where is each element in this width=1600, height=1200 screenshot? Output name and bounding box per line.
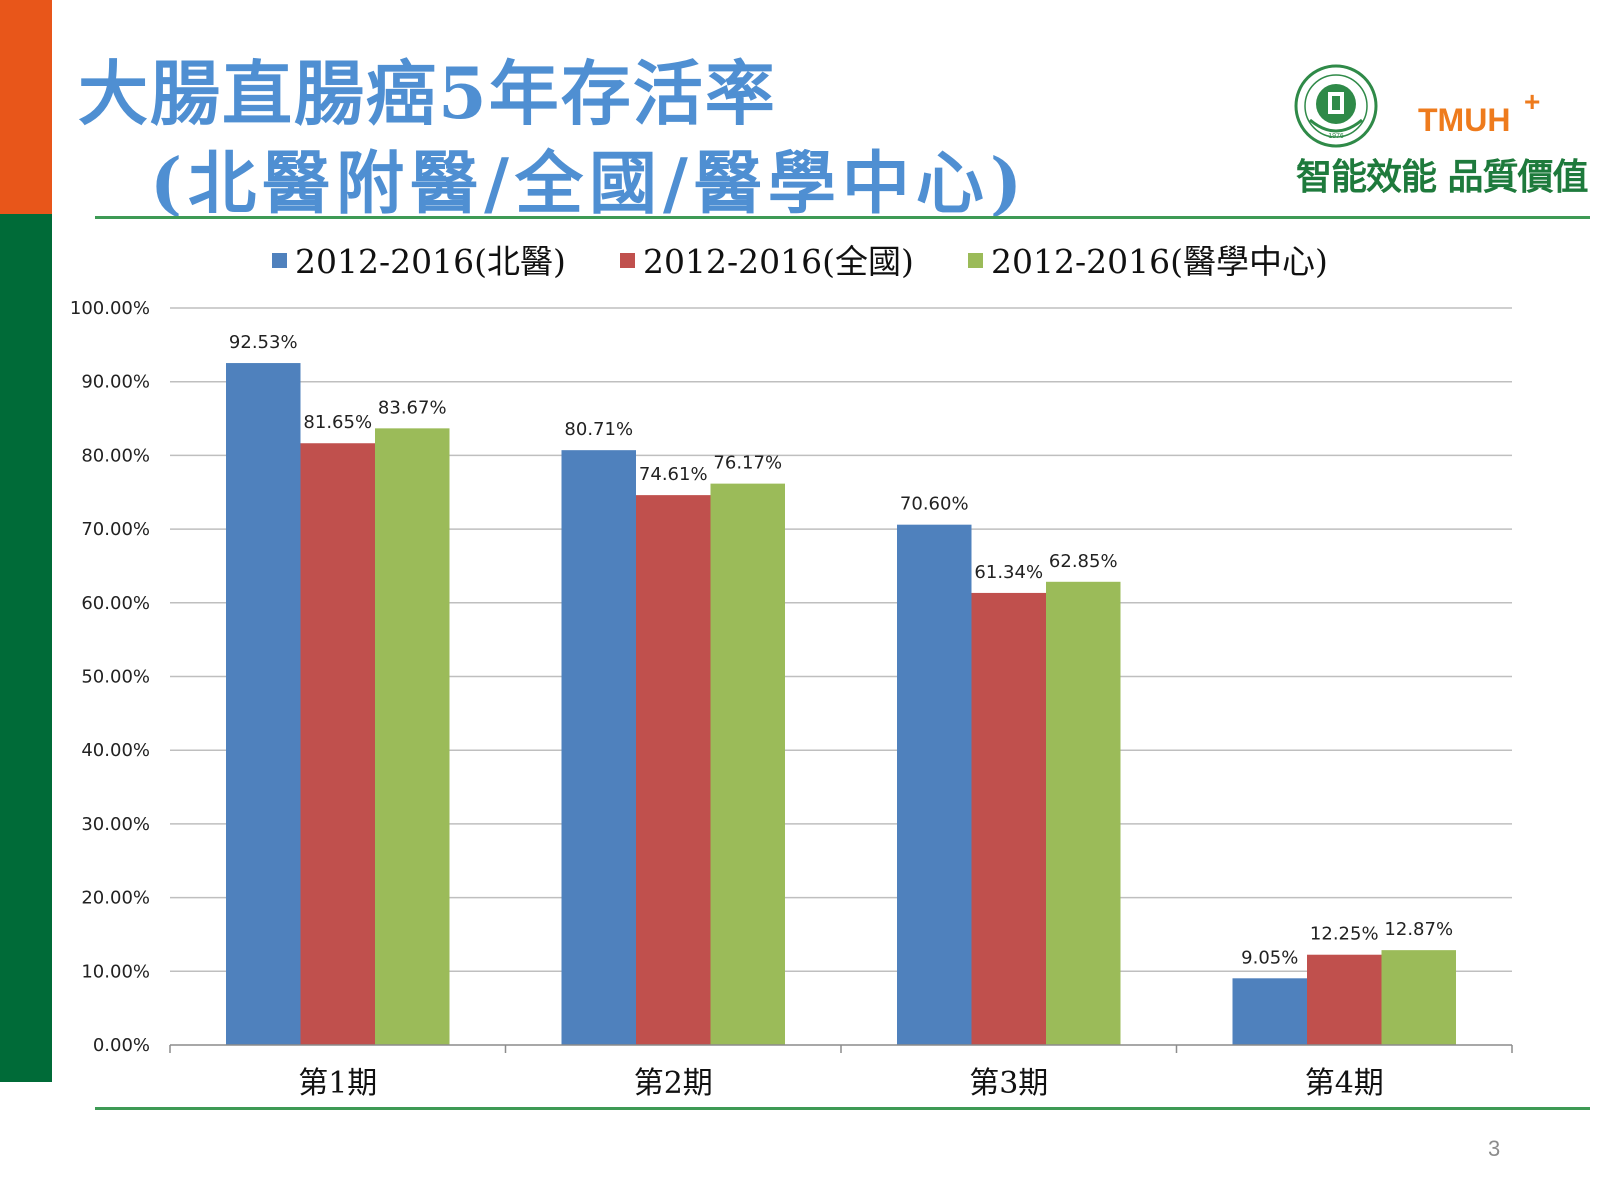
y-tick-label: 60.00% xyxy=(81,593,150,614)
footer-divider xyxy=(95,1107,1590,1110)
legend-label: 2012-2016(醫學中心) xyxy=(991,242,1328,281)
page-number: 3 xyxy=(1488,1136,1501,1161)
bar xyxy=(226,363,301,1045)
y-tick-label: 10.00% xyxy=(81,961,150,982)
y-tick-label: 30.00% xyxy=(81,814,150,835)
bar xyxy=(897,524,972,1045)
x-category-label: 第3期 xyxy=(969,1066,1048,1101)
y-tick-label: 90.00% xyxy=(81,372,150,393)
bar-value-label: 81.65% xyxy=(303,412,372,433)
y-tick-label: 100.00% xyxy=(70,298,150,319)
bar xyxy=(971,592,1046,1045)
y-tick-label: 40.00% xyxy=(81,740,150,761)
bar xyxy=(1307,954,1382,1045)
bar xyxy=(1381,950,1456,1045)
legend: 2012-2016(北醫) 2012-2016(全國) 2012-2016(醫學中心… xyxy=(272,242,1328,281)
logo-plus: + xyxy=(1524,86,1541,117)
bar-value-label: 92.53% xyxy=(229,332,298,353)
bar-value-label: 76.17% xyxy=(713,453,782,474)
x-axis xyxy=(169,1044,1513,1053)
legend-label: 2012-2016(北醫) xyxy=(295,242,566,281)
slide-subtitle: (北醫附醫/全國/醫學中心) xyxy=(150,144,1029,224)
y-tick-label: 50.00% xyxy=(81,667,150,688)
data-labels: 92.53% 81.65% 83.67% 80.71% 74.61%76.17% 70.6… xyxy=(229,332,1453,968)
y-tick-label: 20.00% xyxy=(81,888,150,909)
logo-slogan: 智能效能 品質價值 xyxy=(1296,156,1589,198)
bars xyxy=(226,363,1456,1046)
bar-value-label: 74.61% xyxy=(639,464,708,485)
y-axis-tick-labels: 0.00% 10.00% 20.00% 30.00% 40.00% 50.00% 60.00… xyxy=(70,298,150,1056)
bar-value-label: 83.67% xyxy=(378,397,447,418)
seal-year: 1976 xyxy=(1328,133,1344,140)
legend-swatch xyxy=(968,253,983,268)
slide-title: 大腸直腸癌5年存活率 xyxy=(78,52,777,135)
bar-value-label: 9.05% xyxy=(1241,947,1298,968)
x-category-label: 第4期 xyxy=(1305,1066,1384,1101)
y-tick-label: 80.00% xyxy=(81,445,150,466)
logo-text: TMUH xyxy=(1418,102,1511,138)
bar-value-label: 12.87% xyxy=(1384,919,1453,940)
y-tick-label: 70.00% xyxy=(81,519,150,540)
x-axis-category-labels: 第1期 第2期 第3期 第4期 xyxy=(298,1066,1384,1101)
bar-value-label: 61.34% xyxy=(974,562,1043,583)
bar-value-label: 70.60% xyxy=(900,494,969,515)
bar xyxy=(1232,978,1307,1045)
bar-value-label: 80.71% xyxy=(564,419,633,440)
header-divider xyxy=(95,216,1590,219)
bar xyxy=(1046,581,1121,1045)
bar xyxy=(710,483,785,1046)
bar xyxy=(375,428,450,1045)
bar xyxy=(561,450,636,1045)
accent-bar-green xyxy=(0,214,52,1082)
accent-bar-orange xyxy=(0,0,52,214)
bar xyxy=(636,495,711,1046)
legend-swatch xyxy=(620,253,635,268)
legend-swatch xyxy=(272,253,287,268)
y-tick-label: 0.00% xyxy=(93,1035,150,1056)
bar-value-label: 12.25% xyxy=(1310,924,1379,945)
hospital-seal-icon: 1976 xyxy=(1294,64,1378,148)
bar-value-label: 62.85% xyxy=(1049,551,1118,572)
x-category-label: 第2期 xyxy=(634,1066,713,1101)
bar xyxy=(300,443,375,1045)
x-category-label: 第1期 xyxy=(298,1066,377,1101)
legend-label: 2012-2016(全國) xyxy=(643,242,914,281)
